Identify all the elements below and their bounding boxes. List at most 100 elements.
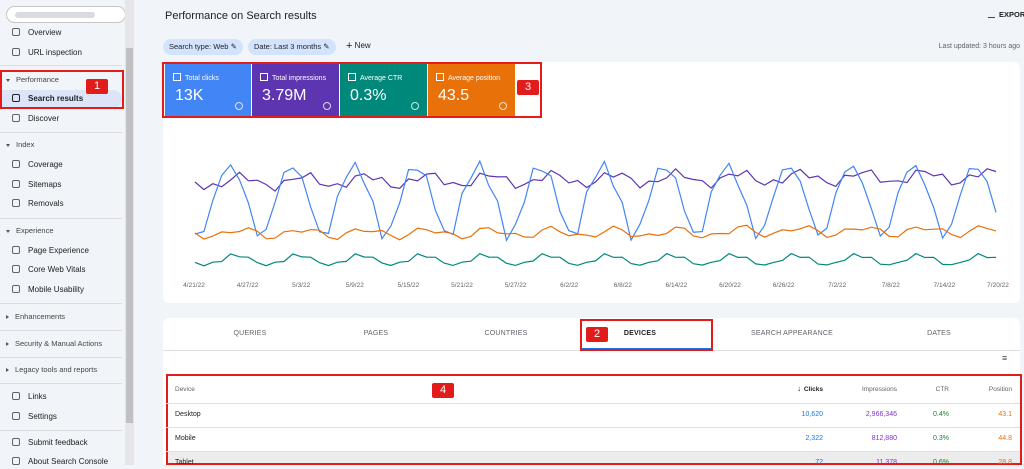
nav-section[interactable]: Performance — [6, 73, 59, 87]
table-cell: 0.6% — [933, 459, 949, 466]
nav-label: About Search Console — [28, 457, 109, 466]
nav-item[interactable]: Discover — [12, 112, 59, 126]
tab[interactable]: COUNTRIES — [484, 330, 528, 337]
tab[interactable]: PAGES — [363, 330, 389, 337]
divider — [0, 303, 122, 304]
x-date-label: 5/15/22 — [397, 282, 420, 289]
nav-item[interactable]: Settings — [12, 410, 57, 424]
metric-card[interactable]: Average position 43.5 — [428, 64, 515, 116]
nav-section[interactable]: Index — [6, 138, 34, 152]
nav-item[interactable]: Sitemaps — [12, 178, 61, 192]
table-cell: 812,880 — [871, 435, 897, 442]
nav-item[interactable]: URL inspection — [12, 46, 82, 60]
sidebar: Overview URL inspection Performance Sear… — [0, 0, 135, 466]
filter-chip[interactable]: Search type: Web ✎ — [163, 39, 243, 55]
nav-label: Overview — [28, 28, 62, 37]
scrollbar-thumb[interactable] — [126, 48, 133, 423]
tab[interactable]: QUERIES — [233, 330, 267, 337]
nav-label: Page Experience — [28, 246, 89, 255]
x-date-label: 7/2/22 — [828, 282, 847, 289]
x-date-label: 6/8/22 — [613, 282, 632, 289]
metric-label: Average CTR — [348, 73, 402, 82]
table-cell[interactable]: Mobile — [175, 435, 196, 442]
nav-item[interactable]: Mobile Usability — [12, 283, 84, 297]
column-header[interactable]: Impressions — [861, 386, 897, 393]
nav-section[interactable]: Legacy tools and reports — [6, 363, 97, 377]
property-selector[interactable] — [6, 6, 126, 23]
nav-item[interactable]: Page Experience — [12, 244, 89, 258]
nav-label: Removals — [28, 199, 64, 208]
nav-item[interactable]: Removals — [12, 197, 64, 211]
column-header[interactable]: Device — [175, 386, 195, 393]
nav-item[interactable]: Search results — [12, 92, 83, 106]
new-filter[interactable]: + New — [346, 40, 371, 52]
nav-section[interactable]: Experience — [6, 224, 54, 238]
divider — [0, 430, 122, 431]
last-updated: Last updated: 3 hours ago — [938, 43, 1020, 50]
tab[interactable]: DATES — [927, 330, 951, 337]
annotation-box — [0, 70, 124, 109]
trend-line — [194, 224, 997, 241]
table-cell: 2,966,346 — [865, 411, 897, 418]
filter-chip[interactable]: Date: Last 3 months ✎ — [248, 39, 336, 55]
table-cell: 72 — [815, 459, 823, 466]
table-cell: 44.8 — [998, 435, 1012, 442]
annotation-number: 1 — [86, 79, 108, 94]
tab[interactable]: DEVICES — [623, 330, 657, 337]
active-highlight — [0, 90, 122, 108]
table-cell: 11,378 — [876, 459, 897, 466]
export-button[interactable]: EXPORT — [988, 9, 1024, 19]
metric-card[interactable]: Average CTR 0.3% — [340, 64, 427, 116]
help-icon — [499, 102, 507, 110]
help-icon — [323, 102, 331, 110]
nav-item[interactable]: Coverage — [12, 158, 63, 172]
nav-label: Discover — [28, 114, 60, 123]
page-title: Performance on Search results — [165, 10, 317, 22]
divider — [0, 383, 122, 384]
table-cell: 43.1 — [998, 411, 1012, 418]
table-cell: 10,620 — [801, 411, 823, 418]
column-header[interactable]: Position — [988, 386, 1012, 393]
table-cell[interactable]: Desktop — [175, 411, 201, 418]
trend-line — [194, 159, 997, 242]
filter-rows-icon[interactable]: ≡ — [1002, 353, 1008, 363]
tab[interactable]: SEARCH APPEARANCE — [751, 330, 833, 337]
divider — [166, 403, 1020, 404]
table-card — [163, 318, 1020, 465]
nav-item[interactable]: Submit feedback — [12, 436, 88, 450]
x-date-label: 6/20/22 — [719, 282, 741, 289]
x-date-label: 5/3/22 — [292, 282, 311, 289]
metric-value: 43.5 — [438, 87, 470, 104]
nav-label: Submit feedback — [28, 438, 88, 447]
column-header[interactable]: CTR — [935, 386, 949, 393]
nav-item[interactable]: About Search Console — [12, 455, 108, 469]
nav-section[interactable]: Enhancements — [6, 310, 65, 324]
nav-item[interactable]: Overview — [12, 26, 61, 40]
x-date-label: 4/21/22 — [183, 282, 205, 289]
annotation-number: 4 — [432, 383, 454, 398]
column-header[interactable]: Clicks — [803, 386, 823, 393]
nav-item[interactable]: Links — [12, 390, 47, 404]
annotation-box — [162, 62, 542, 118]
nav-section[interactable]: Security & Manual Actions — [6, 337, 102, 351]
metric-card[interactable]: Total clicks 13K — [165, 64, 251, 116]
divider — [0, 330, 122, 331]
x-date-label: 7/8/22 — [881, 282, 900, 289]
nav-label: Links — [28, 392, 47, 401]
row-hover — [166, 452, 1020, 465]
x-date-label: 6/14/22 — [665, 282, 688, 289]
table-cell[interactable]: Tablet — [175, 459, 194, 466]
chip-label: Date: Last 3 months — [254, 42, 322, 51]
table-cell: 28.8 — [998, 459, 1012, 466]
annotation-number: 3 — [517, 80, 539, 95]
table-cell: 2,322 — [805, 435, 823, 442]
annotation-box — [166, 374, 1022, 465]
divider — [0, 65, 122, 66]
nav-label: Coverage — [28, 160, 63, 169]
x-date-label: 6/26/22 — [772, 282, 795, 289]
nav-item[interactable]: Core Web Vitals — [12, 263, 86, 277]
metric-value: 0.3% — [350, 87, 387, 104]
metric-card[interactable]: Total impressions 3.79M — [252, 64, 339, 116]
new-label: New — [354, 41, 371, 50]
